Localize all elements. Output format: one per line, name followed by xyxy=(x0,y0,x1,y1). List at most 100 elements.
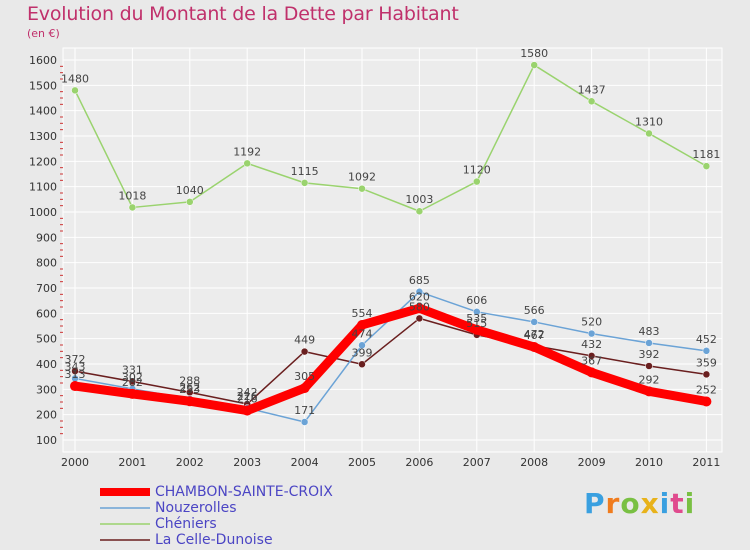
data-point-0 xyxy=(127,388,138,399)
y-tick-label: 900 xyxy=(36,231,57,244)
data-label-2: 1120 xyxy=(463,164,491,177)
data-label-3: 331 xyxy=(122,363,143,376)
data-label-3: 242 xyxy=(237,386,258,399)
proxiti-logo: Proxiti xyxy=(584,487,696,520)
data-label-2: 1192 xyxy=(233,145,261,158)
x-tick-label: 2011 xyxy=(692,456,720,469)
data-label-0: 554 xyxy=(352,307,373,320)
data-label-2: 1181 xyxy=(692,148,720,161)
x-tick-label: 2008 xyxy=(520,456,548,469)
data-point-1 xyxy=(300,418,309,426)
data-point-2 xyxy=(71,86,79,95)
y-tick-label: 600 xyxy=(36,307,57,320)
data-point-0 xyxy=(471,324,482,335)
legend-swatch-0 xyxy=(100,488,150,496)
plot-area xyxy=(62,47,723,453)
data-point-0 xyxy=(414,303,425,314)
data-point-3 xyxy=(415,314,424,323)
data-label-2: 1018 xyxy=(118,189,146,202)
x-tick-label: 2010 xyxy=(635,456,663,469)
x-tick-label: 2002 xyxy=(176,456,204,469)
data-label-1: 171 xyxy=(294,404,315,417)
data-point-2 xyxy=(186,198,194,206)
chart-title: Evolution du Montant de la Dette par Hab… xyxy=(27,3,459,25)
data-label-2: 1310 xyxy=(635,115,663,128)
y-tick-label: 1600 xyxy=(29,54,57,67)
legend-label-3: La Celle-Dunoise xyxy=(155,532,273,548)
legend-label-1: Nouzerolles xyxy=(155,500,237,516)
data-point-2 xyxy=(530,61,538,69)
data-label-2: 1003 xyxy=(405,193,433,206)
data-label-0: 253 xyxy=(179,383,200,396)
y-tick-label: 1100 xyxy=(29,181,57,194)
data-point-1 xyxy=(587,329,596,338)
y-tick-label: 300 xyxy=(36,383,57,396)
data-point-2 xyxy=(473,177,481,186)
data-label-1: 566 xyxy=(524,304,545,317)
data-point-2 xyxy=(358,184,366,193)
data-label-1: 343 xyxy=(65,360,86,373)
data-label-0: 467 xyxy=(524,329,545,342)
data-point-1 xyxy=(530,318,538,326)
y-tick-label: 1300 xyxy=(29,130,57,143)
data-point-0 xyxy=(70,381,80,392)
x-tick-label: 2001 xyxy=(118,456,146,469)
data-label-3: 392 xyxy=(639,348,660,361)
data-point-0 xyxy=(242,405,253,416)
legend-swatch-1 xyxy=(100,507,150,509)
data-label-3: 432 xyxy=(581,338,602,351)
data-point-0 xyxy=(586,367,597,378)
data-label-2: 1092 xyxy=(348,171,376,184)
data-label-0: 620 xyxy=(409,290,430,303)
data-point-2 xyxy=(128,203,137,212)
data-point-1 xyxy=(645,339,653,347)
data-label-0: 305 xyxy=(294,370,315,383)
data-label-0: 252 xyxy=(696,383,717,396)
data-label-1: 452 xyxy=(696,333,717,346)
data-label-1: 262 xyxy=(179,381,200,394)
data-point-3 xyxy=(587,352,596,360)
data-point-2 xyxy=(587,97,596,106)
data-label-1: 474 xyxy=(352,327,373,340)
data-label-3: 372 xyxy=(65,353,86,366)
y-tick-label: 200 xyxy=(36,409,57,422)
data-point-2 xyxy=(300,179,309,187)
data-label-1: 685 xyxy=(409,274,430,287)
data-label-2: 1115 xyxy=(291,165,319,178)
data-label-3: 580 xyxy=(409,300,430,313)
data-label-3: 399 xyxy=(352,346,373,359)
data-point-2 xyxy=(645,129,653,138)
data-point-0 xyxy=(299,383,310,394)
y-tick-label: 400 xyxy=(36,358,57,371)
data-point-0 xyxy=(357,319,367,330)
legend-swatch-3 xyxy=(100,539,150,541)
x-tick-label: 2004 xyxy=(291,456,319,469)
series-line-3 xyxy=(74,317,708,405)
legend-swatch-2 xyxy=(100,523,150,525)
y-tick-label: 1200 xyxy=(29,155,57,168)
y-tick-label: 1400 xyxy=(29,105,57,118)
data-label-3: 359 xyxy=(696,356,717,369)
data-point-0 xyxy=(529,342,540,353)
unit-label: (en €) xyxy=(27,27,60,40)
data-label-2: 1580 xyxy=(520,47,548,60)
y-tick-label: 800 xyxy=(36,257,57,270)
data-point-3 xyxy=(71,367,79,375)
data-label-1: 520 xyxy=(581,316,602,329)
x-tick-label: 2005 xyxy=(348,456,376,469)
data-point-1 xyxy=(358,341,366,350)
data-point-3 xyxy=(645,362,653,370)
data-label-0: 535 xyxy=(466,312,487,325)
data-point-1 xyxy=(473,308,481,316)
legend-label-2: Chéniers xyxy=(155,516,217,532)
data-label-0: 216 xyxy=(237,393,258,406)
series-line-2 xyxy=(74,64,708,212)
data-point-3 xyxy=(128,377,137,386)
data-point-3 xyxy=(358,360,366,369)
data-label-3: 449 xyxy=(294,334,315,347)
x-tick-label: 2007 xyxy=(463,456,491,469)
data-point-2 xyxy=(702,162,711,170)
data-label-1: 483 xyxy=(639,325,660,338)
data-point-0 xyxy=(701,396,712,407)
